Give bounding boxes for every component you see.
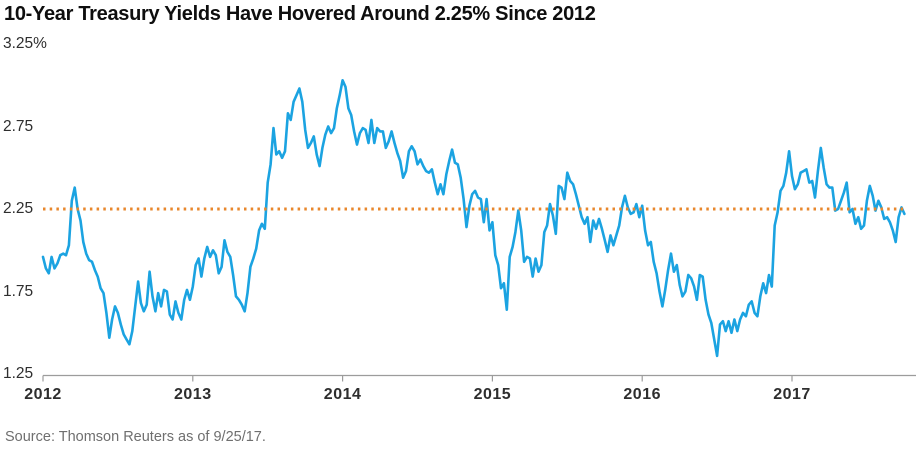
treasury-yield-line [41, 79, 906, 358]
source-note: Source: Thomson Reuters as of 9/25/17. [5, 429, 266, 445]
x-axis-label: 2017 [773, 386, 811, 403]
x-axis-label: 2014 [323, 386, 362, 403]
y-axis-label: 1.75 [3, 282, 34, 300]
chart-title: 10-Year Treasury Yields Have Hovered Aro… [4, 3, 596, 25]
x-axis-label: 2015 [473, 386, 512, 403]
x-axis-label: 2016 [623, 386, 661, 403]
y-axis-label: 1.25 [3, 365, 34, 382]
x-axis-label: 2012 [24, 386, 62, 403]
y-axis-label: 3.25% [3, 35, 47, 52]
y-axis-label: 2.25 [3, 200, 34, 217]
x-axis-label: 2013 [174, 386, 212, 403]
y-axis-label: 2.75 [3, 117, 34, 135]
x-axis-ticks [42, 375, 793, 382]
